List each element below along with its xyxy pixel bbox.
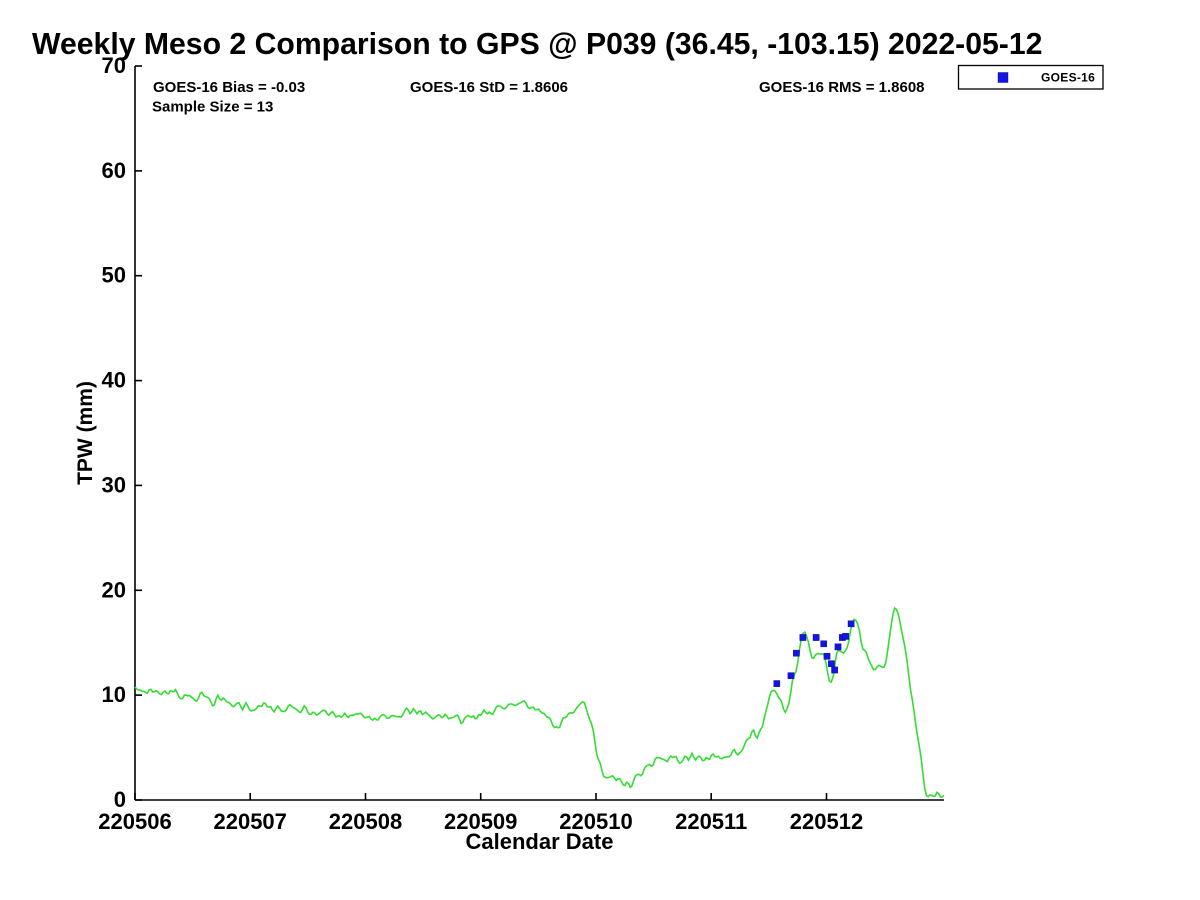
svg-text:GOES-16 Bias = -0.03: GOES-16 Bias = -0.03 xyxy=(153,79,305,96)
svg-text:10: 10 xyxy=(102,682,126,707)
svg-text:GOES-16 StD = 1.8606: GOES-16 StD = 1.8606 xyxy=(410,79,568,96)
svg-text:20: 20 xyxy=(102,577,126,602)
svg-text:220506: 220506 xyxy=(98,809,171,834)
svg-text:60: 60 xyxy=(102,158,126,183)
svg-text:50: 50 xyxy=(102,263,126,288)
svg-text:220507: 220507 xyxy=(213,809,286,834)
svg-text:Calendar Date: Calendar Date xyxy=(466,829,614,854)
svg-text:220512: 220512 xyxy=(790,809,863,834)
svg-text:220508: 220508 xyxy=(329,809,402,834)
svg-text:GOES-16: GOES-16 xyxy=(1041,71,1095,85)
svg-text:30: 30 xyxy=(102,472,126,497)
svg-text:TPW (mm): TPW (mm) xyxy=(74,381,97,485)
svg-text:40: 40 xyxy=(102,368,126,393)
svg-text:GOES-16 RMS = 1.8608: GOES-16 RMS = 1.8608 xyxy=(759,79,925,96)
svg-text:220511: 220511 xyxy=(675,809,747,834)
svg-text:Sample Size = 13: Sample Size = 13 xyxy=(152,99,273,116)
